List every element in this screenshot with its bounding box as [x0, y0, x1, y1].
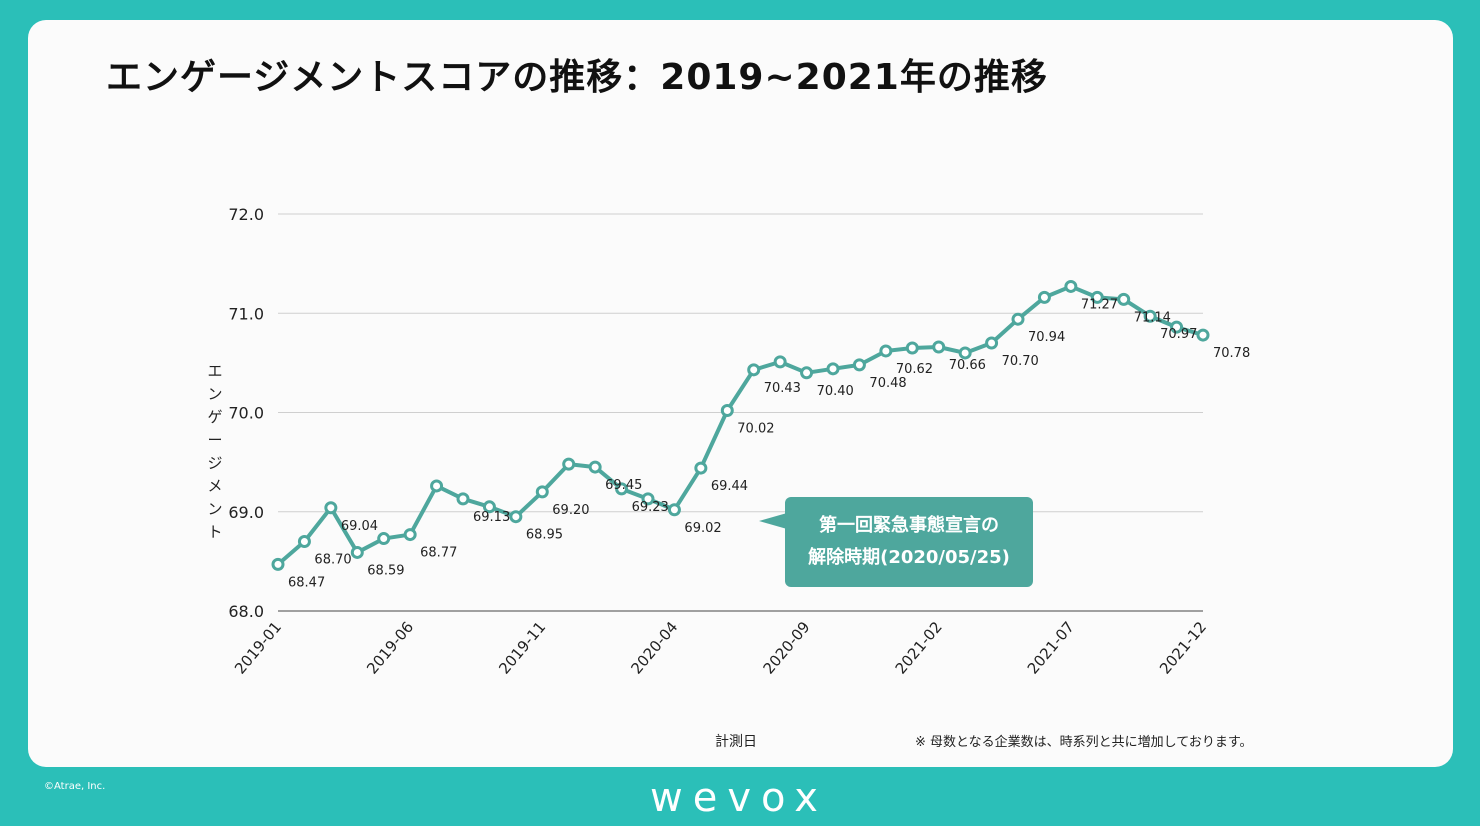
y-tick-label: 68.0 — [228, 602, 264, 621]
data-point — [324, 501, 338, 515]
data-point — [932, 340, 946, 354]
data-label: 69.13 — [473, 510, 510, 525]
data-point — [297, 535, 311, 549]
callout-line-2: 解除時期(2020/05/25) — [808, 547, 1010, 568]
data-label: 68.77 — [420, 546, 457, 561]
data-label: 70.02 — [737, 422, 774, 437]
data-label: 70.62 — [896, 362, 933, 377]
data-point — [482, 500, 496, 514]
data-point — [271, 557, 285, 571]
data-point — [430, 479, 444, 493]
x-tick-label: 2019-06 — [363, 618, 417, 678]
data-point — [350, 545, 364, 559]
data-point — [800, 366, 814, 380]
x-tick-label: 2019-11 — [495, 618, 549, 678]
data-point — [905, 341, 919, 355]
data-point — [720, 404, 734, 418]
x-tick-label: 2021-12 — [1156, 618, 1210, 678]
data-point — [1117, 292, 1131, 306]
data-point — [403, 528, 417, 542]
data-label: 69.02 — [684, 521, 721, 536]
data-point — [667, 503, 681, 517]
data-point — [588, 460, 602, 474]
data-point — [377, 532, 391, 546]
x-tick-label: 2020-09 — [760, 618, 814, 678]
footnote: ※ 母数となる企業数は、時系列と共に増加しております。 — [915, 735, 1253, 750]
data-point — [773, 355, 787, 369]
data-point — [456, 492, 470, 506]
y-tick-label: 69.0 — [228, 503, 264, 522]
data-point — [694, 461, 708, 475]
data-point — [1143, 309, 1157, 323]
chart-card: エンゲージメントスコアの推移：2019~2021年の推移 エンゲージメント 計測… — [28, 20, 1453, 767]
data-label: 69.45 — [605, 478, 642, 493]
data-point — [958, 346, 972, 360]
wevox-logo: wevox — [650, 775, 828, 821]
x-tick-label: 2019-01 — [231, 618, 285, 678]
data-point — [1090, 290, 1104, 304]
data-label: 70.40 — [817, 384, 854, 399]
x-tick-label: 2021-02 — [892, 618, 946, 678]
y-tick-label: 70.0 — [228, 404, 264, 423]
x-axis-label: 計測日 — [715, 734, 757, 750]
data-label: 68.70 — [314, 553, 351, 568]
data-point — [747, 363, 761, 377]
data-label: 69.20 — [552, 503, 589, 518]
data-point — [879, 344, 893, 358]
copyright: ©Atrae, Inc. — [44, 781, 106, 792]
data-point — [1170, 320, 1184, 334]
data-point — [562, 457, 576, 471]
data-label: 68.47 — [288, 575, 325, 590]
page-title: エンゲージメントスコアの推移：2019~2021年の推移 — [106, 57, 1048, 98]
data-label: 70.94 — [1028, 330, 1065, 345]
line-chart: 68.0 69.0 70.0 71.0 72.0 2019-01 2019-06 2019-1… — [228, 205, 1250, 678]
data-label: 71.14 — [1134, 310, 1171, 325]
data-label: 69.44 — [711, 479, 748, 494]
data-label: 70.66 — [949, 358, 986, 373]
y-tick-label: 71.0 — [228, 304, 264, 323]
x-tick-label: 2021-07 — [1024, 618, 1078, 678]
data-point — [1196, 328, 1210, 342]
y-tick-label: 72.0 — [228, 205, 264, 224]
data-point — [1064, 279, 1078, 293]
data-point — [985, 336, 999, 350]
callout-line-1: 第一回緊急事態宣言の — [819, 515, 999, 536]
data-label: 70.70 — [1002, 354, 1039, 369]
data-label: 70.43 — [764, 381, 801, 396]
data-label: 70.78 — [1213, 346, 1250, 361]
y-axis-label: エンゲージメント — [207, 362, 223, 541]
x-tick-label: 2020-04 — [627, 618, 681, 678]
data-label: 69.23 — [632, 500, 669, 515]
data-point — [852, 358, 866, 372]
data-point — [509, 510, 523, 524]
data-point — [641, 492, 655, 506]
data-point — [826, 362, 840, 376]
data-label: 70.48 — [869, 376, 906, 391]
data-label: 68.59 — [367, 563, 404, 578]
data-label: 71.27 — [1081, 297, 1118, 312]
data-point — [1037, 290, 1051, 304]
data-point — [1011, 312, 1025, 326]
data-label: 69.04 — [341, 519, 378, 534]
data-label: 68.95 — [526, 528, 563, 543]
annotation-callout: 第一回緊急事態宣言の 解除時期(2020/05/25) — [759, 497, 1033, 587]
data-point — [615, 482, 629, 496]
data-label: 70.97 — [1160, 327, 1197, 342]
data-point — [535, 485, 549, 499]
